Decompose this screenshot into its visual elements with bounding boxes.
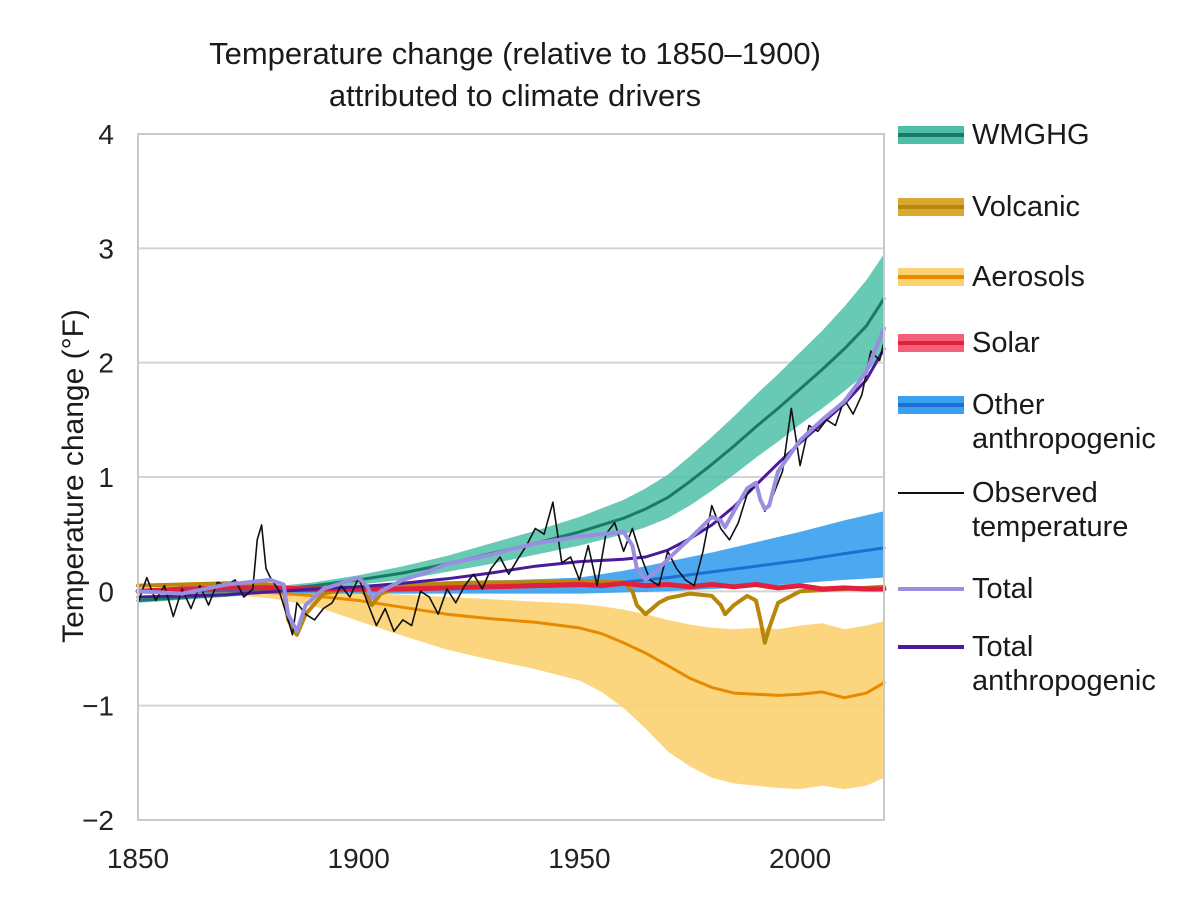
y-tick-label: 3 [98, 233, 114, 264]
series-lines [135, 297, 887, 700]
x-tick-label: 1950 [548, 843, 610, 874]
legend-label: Aerosols [972, 261, 1085, 293]
legend-label: Solar [972, 327, 1040, 359]
uncertainty-bands [138, 254, 884, 790]
legend-swatch [898, 260, 964, 294]
legend-swatch [898, 326, 964, 360]
legend-item-wmghg: WMGHG [898, 118, 1090, 152]
x-tick-label: 1900 [328, 843, 390, 874]
chart-title-line-2: attributed to climate drivers [328, 78, 702, 113]
legend-item-volcanic: Volcanic [898, 190, 1080, 224]
legend-label: WMGHG [972, 119, 1090, 151]
legend-item-aerosols: Aerosols [898, 260, 1085, 294]
x-tick-label: 1850 [107, 843, 169, 874]
chart-title-line-1: Temperature change (relative to 1850–190… [209, 36, 821, 71]
aerosols-line [136, 589, 886, 700]
total-line [136, 326, 886, 634]
y-tick-label: −2 [82, 805, 114, 836]
legend-swatch [898, 630, 964, 664]
grid-layer [138, 247, 884, 707]
legend-label: Total [972, 573, 1034, 605]
plot-frame [137, 133, 885, 821]
legend-swatch [898, 476, 964, 510]
legend-swatch [898, 190, 964, 224]
y-tick-label: 1 [98, 462, 114, 493]
legend-swatch [898, 118, 964, 152]
axes: −2 −1 0 1 2 3 4 1850 1900 1950 2000 [82, 119, 885, 874]
legend-label: Total anthropogenic [972, 631, 1156, 697]
total-anthropogenic-line [136, 347, 886, 599]
legend-item-total-anthropogenic: Total anthropogenic [898, 630, 1156, 698]
x-tick-label: 2000 [769, 843, 831, 874]
wmghg-band [138, 254, 884, 603]
aerosols-band [138, 589, 884, 790]
wmghg-line [136, 297, 886, 602]
legend-item-solar: Solar [898, 326, 1040, 360]
legend-label: Volcanic [972, 191, 1081, 223]
y-tick-label: 0 [98, 576, 114, 607]
legend-item-observed-temperature: Observed temperature [898, 476, 1128, 544]
legend-swatch [898, 388, 964, 422]
y-tick-label: 2 [98, 348, 114, 379]
legend-item-other-anthropogenic: Other anthropogenic [898, 388, 1156, 456]
legend-label: Observed temperature [972, 477, 1129, 543]
legend-swatch [898, 572, 964, 606]
y-tick-label: −1 [82, 691, 114, 722]
legend-item-total: Total [898, 572, 1033, 606]
legend-label: Other anthropogenic [972, 389, 1156, 455]
y-tick-label: 4 [98, 119, 114, 150]
